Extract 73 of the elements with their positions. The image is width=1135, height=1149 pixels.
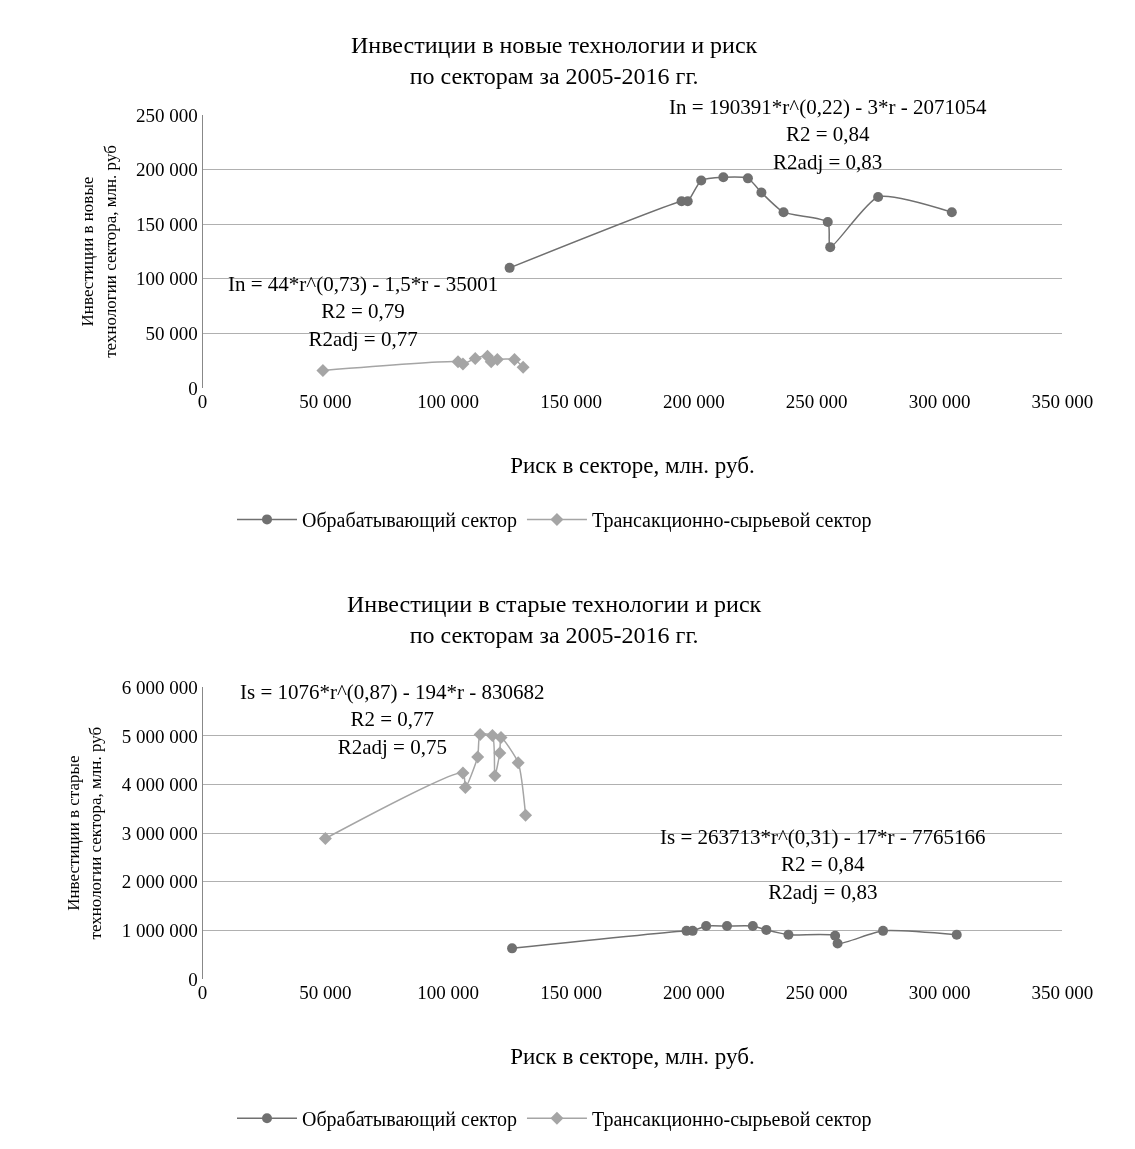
- point: [318, 832, 332, 846]
- point: [832, 938, 843, 949]
- point: [822, 217, 833, 228]
- annotation: Is = 263713*r^(0,31) - 17*r - 7765166 R2 = 0,84 R2adj = 0,83: [660, 825, 986, 904]
- point: [718, 172, 729, 183]
- point: [519, 808, 533, 822]
- point: [756, 187, 767, 198]
- point: [493, 746, 507, 760]
- y-tick-label: 150 000: [135, 213, 198, 235]
- point: [456, 766, 470, 780]
- x-tick-label: 50 000: [299, 981, 352, 1003]
- y-tick-label: 2 000 000: [121, 871, 198, 893]
- y-axis-title: Инвестиции в старые технологии сектора, млн. руб: [64, 726, 106, 940]
- point: [722, 920, 733, 931]
- point: [458, 781, 472, 794]
- legend-label: Обрабатывающий сектор: [302, 1108, 517, 1132]
- point: [516, 360, 530, 374]
- point: [783, 929, 794, 940]
- y-tick-label: 6 000 000: [121, 677, 198, 699]
- point: [830, 930, 841, 941]
- point: [873, 191, 884, 202]
- y-tick-label: 250 000: [135, 104, 198, 126]
- point: [507, 943, 518, 954]
- y-axis-title: Инвестиции в новые технологии сектора, млн. руб: [78, 145, 120, 358]
- annotation: In = 44*r^(0,73) - 1,5*r - 35001 R2 = 0,79 R2adj = 0,77: [228, 272, 499, 351]
- x-tick-label: 250 000: [785, 981, 848, 1003]
- chart-title: Инвестиции в старые технологии и риск по секторам за 2005-2016 гг.: [347, 591, 762, 649]
- point: [696, 175, 707, 186]
- y-tick-label: 200 000: [135, 159, 198, 181]
- legend-label: Трансакционно-сырьевой сектор: [591, 1108, 872, 1132]
- point: [316, 363, 330, 377]
- x-tick-label: 350 000: [1031, 981, 1094, 1003]
- x-tick-label: 150 000: [540, 390, 602, 412]
- y-tick-label: 100 000: [135, 268, 198, 290]
- point: [951, 929, 962, 940]
- x-tick-label: 200 000: [662, 981, 725, 1003]
- y-tick-label: 5 000 000: [121, 725, 198, 747]
- point: [778, 207, 789, 218]
- y-tick-label: 3 000 000: [121, 822, 198, 844]
- point: [494, 730, 508, 744]
- x-tick-label: 150 000: [540, 981, 602, 1003]
- point: [468, 351, 482, 365]
- point: [747, 920, 758, 931]
- chart-title: Инвестиции в новые технологии и риск по секторам за 2005-2016 гг.: [351, 32, 758, 90]
- y-tick-label: 50 000: [145, 323, 198, 345]
- point: [701, 920, 712, 931]
- point: [504, 262, 515, 273]
- legend-label: Обрабатывающий сектор: [302, 509, 517, 533]
- point: [471, 750, 485, 764]
- y-tick-label: 1 000 000: [121, 920, 198, 942]
- x-tick-label: 50 000: [299, 390, 352, 412]
- point: [761, 924, 772, 935]
- point: [825, 242, 836, 253]
- point: [878, 925, 889, 936]
- point: [946, 207, 957, 218]
- point: [488, 769, 502, 783]
- x-tick-label: 300 000: [908, 390, 971, 412]
- legend-label: Трансакционно-сырьевой сектор: [591, 509, 872, 533]
- x-axis-title: Риск в секторе, млн. руб.: [510, 1043, 755, 1069]
- point: [742, 173, 753, 184]
- y-tick-label: 4 000 000: [121, 774, 198, 796]
- x-tick-label: 100 000: [417, 981, 480, 1003]
- annotation: In = 190391*r^(0,22) - 3*r - 2071054 R2 = 0,84 R2adj = 0,83: [669, 95, 987, 174]
- x-tick-label: 350 000: [1031, 390, 1094, 412]
- annotation: Is = 1076*r^(0,87) - 194*r - 830682 R2 = 0,77 R2adj = 0,75: [240, 680, 545, 759]
- point: [473, 728, 487, 742]
- x-tick-label: 100 000: [417, 390, 480, 412]
- x-tick-label: 200 000: [662, 390, 725, 412]
- x-tick-label: 250 000: [785, 390, 848, 412]
- point: [508, 353, 522, 367]
- x-axis-title: Риск в секторе, млн. руб.: [510, 452, 755, 478]
- x-tick-label: 300 000: [908, 981, 971, 1003]
- point: [511, 756, 525, 770]
